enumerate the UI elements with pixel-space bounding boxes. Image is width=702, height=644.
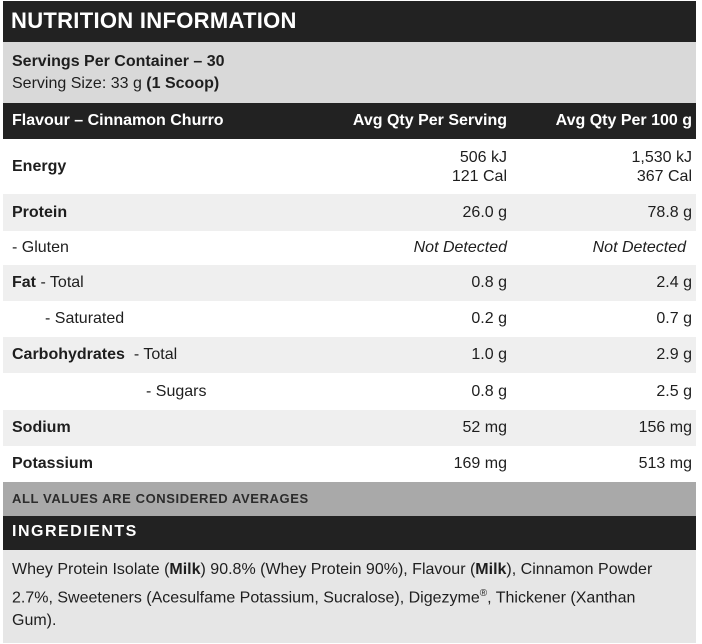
row-label: Protein: [12, 203, 68, 221]
row-label: Fat - Total: [3, 274, 321, 292]
nutrition-panel: NUTRITION INFORMATION Servings Per Conta…: [3, 1, 696, 643]
allergen-milk: Milk: [169, 561, 201, 578]
table-row-fat-total: Fat - Total 0.8 g 2.4 g: [3, 265, 696, 301]
ingredients-part: ) 90.8% (Whey Protein 90%), Flavour (: [200, 561, 476, 578]
protein-per100: 78.8 g: [647, 203, 692, 221]
table-header: Flavour – Cinnamon Churro Avg Qty Per Se…: [3, 103, 696, 139]
row-label: - Saturated: [45, 310, 125, 327]
energy-per100: 1,530 kJ 367 Cal: [507, 148, 696, 186]
carb-total-per100: 2.9 g: [656, 346, 692, 363]
serving-size-scoop: (1 Scoop): [146, 75, 220, 92]
serving-size: Serving Size: 33 g (1 Scoop): [12, 73, 696, 95]
panel-title: NUTRITION INFORMATION: [3, 1, 696, 42]
header-per-100g: Avg Qty Per 100 g: [555, 112, 692, 129]
table-row-gluten: - Gluten Not Detected Not Detected: [3, 231, 696, 265]
carb-total-serving: 1.0 g: [471, 346, 507, 363]
row-label: Carbohydrates - Total: [3, 346, 321, 364]
row-label: - Sugars: [146, 382, 207, 400]
carb-total-sublabel: - Total: [133, 346, 178, 363]
header-flavour: Flavour – Cinnamon Churro: [12, 112, 224, 129]
gluten-per100: Not Detected: [592, 239, 686, 256]
energy-per100-kj: 1,530 kJ: [631, 148, 692, 166]
servings-per-container: Servings Per Container – 30: [12, 53, 225, 70]
sodium-per100: 156 mg: [638, 419, 692, 436]
registered-mark: ®: [479, 587, 488, 599]
fat-saturated-serving: 0.2 g: [471, 310, 507, 327]
potassium-serving: 169 mg: [453, 455, 507, 472]
carb-sugars-serving: 0.8 g: [471, 382, 507, 400]
energy-serving-cal: 121 Cal: [451, 167, 507, 185]
row-label: Potassium: [12, 455, 93, 472]
gluten-serving: Not Detected: [413, 239, 507, 256]
ingredients-part: , Thickener (Xanthan Gum).: [12, 588, 636, 630]
table-row-potassium: Potassium 169 mg 513 mg: [3, 446, 696, 482]
protein-serving: 26.0 g: [462, 203, 507, 221]
serving-size-text: Serving Size: 33 g: [12, 75, 147, 92]
energy-serving: 506 kJ 121 Cal: [321, 148, 507, 186]
row-label: Energy: [12, 157, 67, 175]
table-row-protein: Protein 26.0 g 78.8 g: [3, 194, 696, 231]
allergen-milk: Milk: [475, 561, 507, 578]
ingredients-title: INGREDIENTS: [3, 516, 696, 550]
carb-label: Carbohydrates: [12, 346, 125, 363]
sodium-serving: 52 mg: [462, 419, 507, 436]
carb-sugars-per100: 2.5 g: [656, 382, 692, 400]
fat-label: Fat: [12, 274, 36, 291]
row-label: Sodium: [12, 419, 71, 436]
header-per-serving: Avg Qty Per Serving: [352, 112, 507, 129]
fat-total-serving: 0.8 g: [471, 274, 507, 291]
averages-note: ALL VALUES ARE CONSIDERED AVERAGES: [3, 482, 696, 516]
potassium-per100: 513 mg: [638, 455, 692, 472]
fat-total-per100: 2.4 g: [656, 274, 692, 291]
table-row-carb-total: Carbohydrates - Total 1.0 g 2.9 g: [3, 337, 696, 373]
table-row-fat-saturated: - Saturated 0.2 g 0.7 g: [3, 301, 696, 337]
fat-total-sublabel: - Total: [36, 274, 84, 291]
energy-serving-kj: 506 kJ: [459, 148, 507, 166]
ingredients-part: Whey Protein Isolate (: [12, 561, 170, 578]
table-row-sodium: Sodium 52 mg 156 mg: [3, 410, 696, 446]
table-row-energy: Energy 506 kJ 121 Cal 1,530 kJ 367 Cal: [3, 139, 696, 194]
ingredients-part: ), Cinnamon Powder 2.7%, Sweeteners (Ace…: [12, 561, 653, 606]
fat-saturated-per100: 0.7 g: [656, 310, 692, 327]
servings-section: Servings Per Container – 30 Serving Size…: [3, 42, 696, 103]
table-row-carb-sugars: - Sugars 0.8 g 2.5 g: [3, 373, 696, 410]
row-label: - Gluten: [12, 239, 69, 256]
ingredients-text: Whey Protein Isolate (Milk) 90.8% (Whey …: [3, 550, 696, 643]
energy-per100-cal: 367 Cal: [636, 167, 692, 185]
